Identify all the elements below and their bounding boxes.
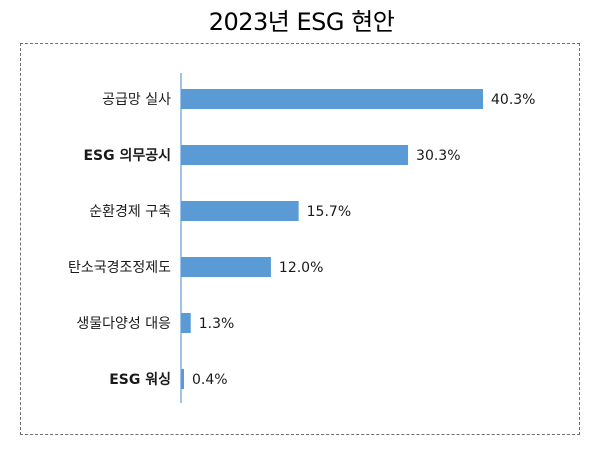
category-label: 공급망 실사 bbox=[102, 92, 171, 108]
bar bbox=[181, 313, 191, 333]
data-label: 15.7% bbox=[307, 204, 351, 220]
bar bbox=[181, 89, 483, 109]
bar bbox=[181, 369, 184, 389]
category-label: ESG 워싱 bbox=[109, 372, 171, 388]
data-label: 40.3% bbox=[491, 92, 535, 108]
category-label: 순환경제 구축 bbox=[89, 204, 171, 220]
chart-title: 2023년 ESG 현안 bbox=[208, 8, 395, 36]
bar bbox=[181, 145, 409, 165]
data-label: 12.0% bbox=[279, 260, 323, 276]
category-label: 탄소국경조정제도 bbox=[68, 260, 171, 276]
chart-frame bbox=[20, 43, 580, 435]
category-label: 생물다양성 대응 bbox=[76, 316, 171, 332]
data-label: 30.3% bbox=[416, 148, 460, 164]
data-label: 1.3% bbox=[199, 316, 235, 332]
bar bbox=[181, 257, 271, 277]
category-label: ESG 의무공시 bbox=[83, 147, 171, 164]
data-label: 0.4% bbox=[192, 372, 228, 388]
bar bbox=[181, 201, 299, 221]
